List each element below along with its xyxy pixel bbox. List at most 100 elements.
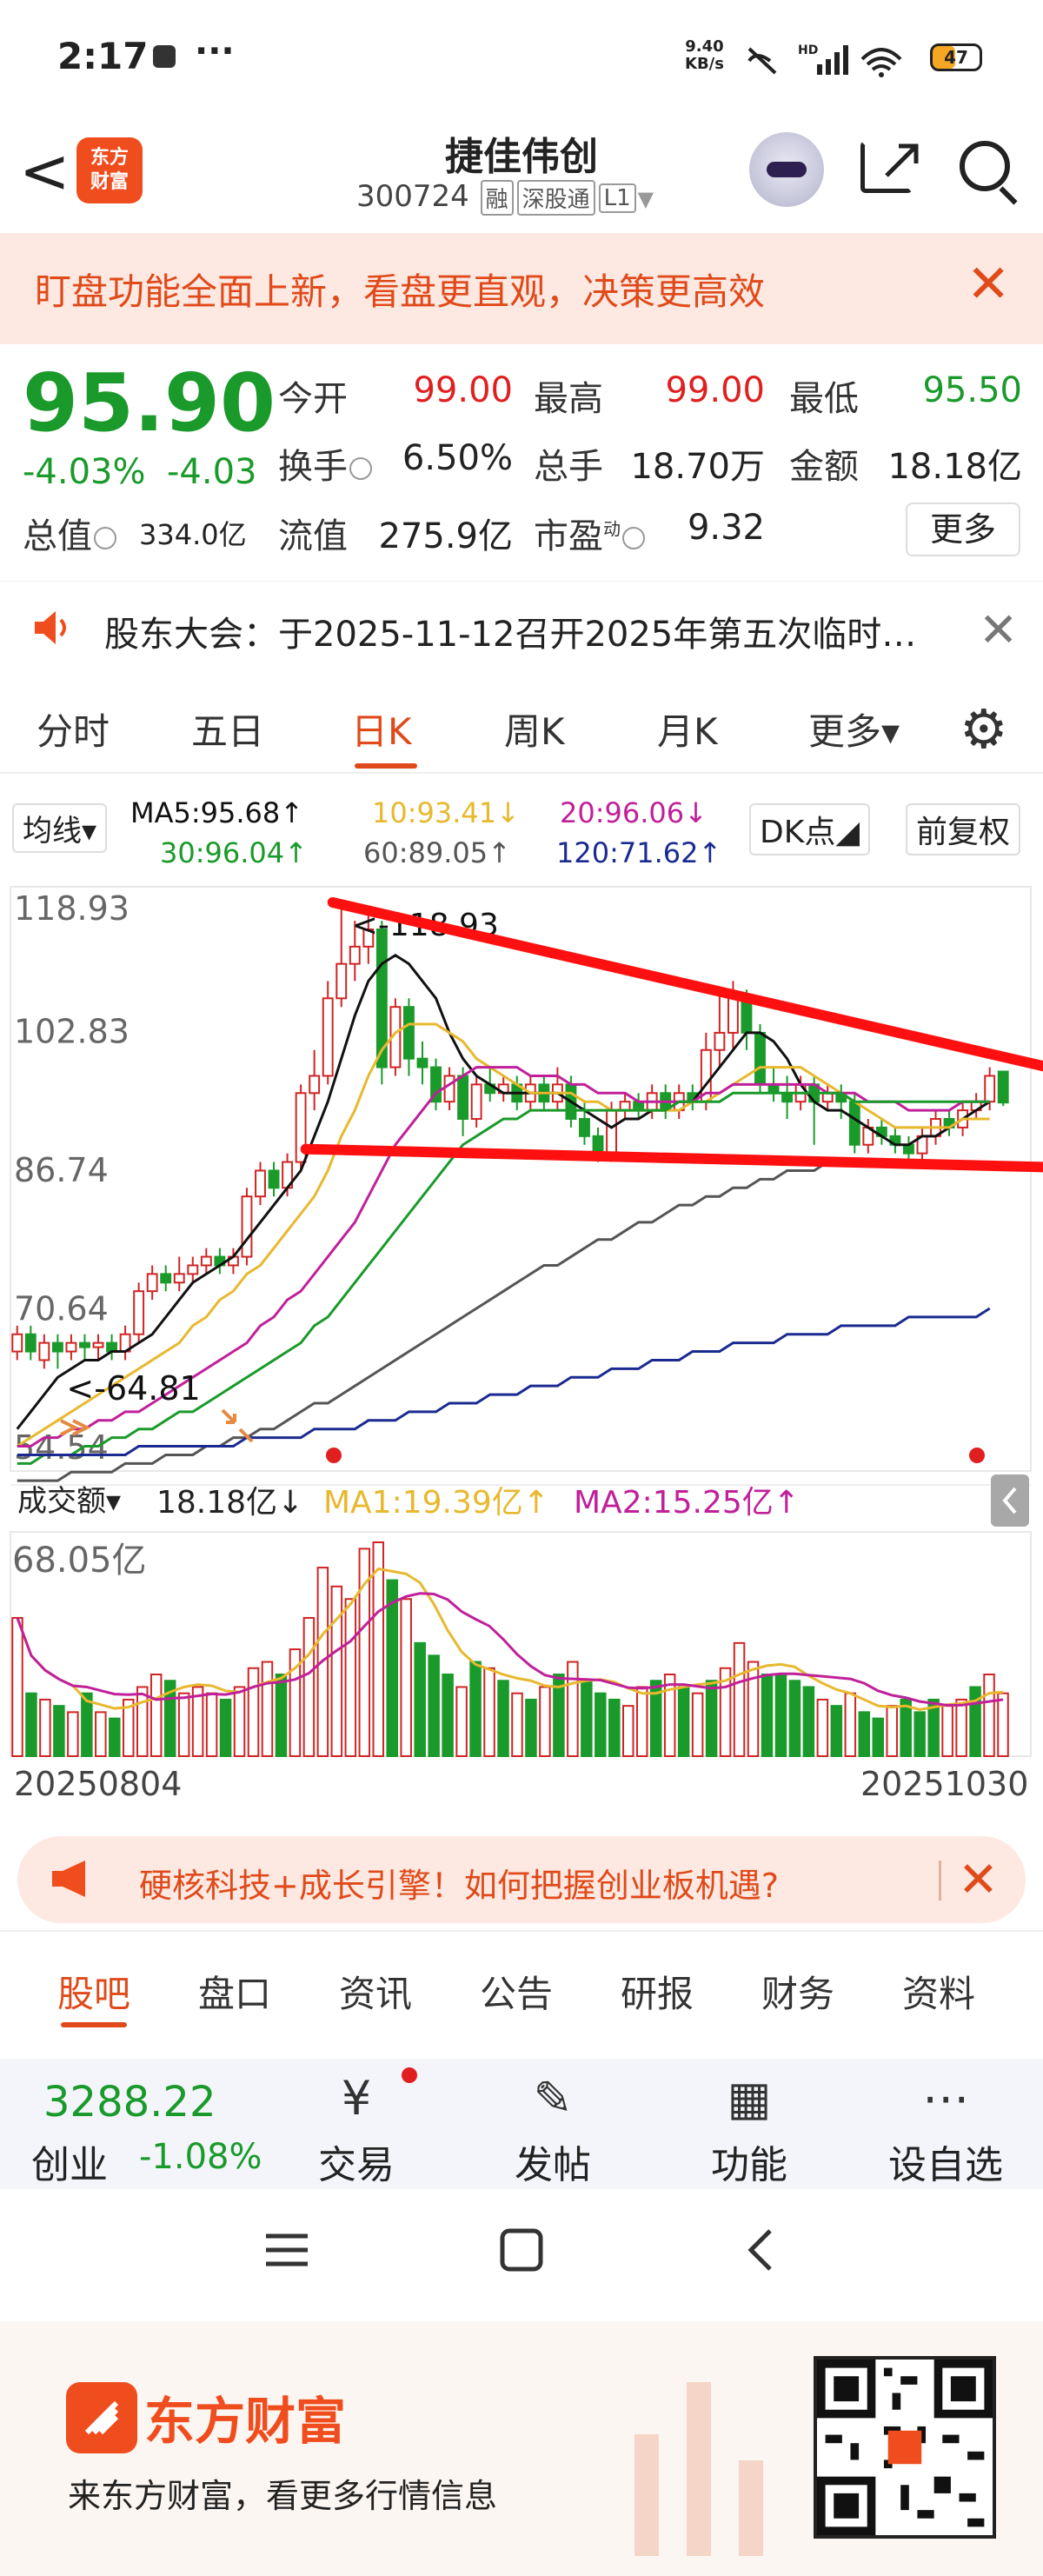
trade-button[interactable]: ¥ 交易 <box>269 2059 443 2189</box>
candle <box>241 1195 253 1258</box>
adjust-button[interactable]: 前复权 <box>906 803 1021 855</box>
close-icon[interactable]: ✕ <box>958 1852 999 1908</box>
app-logo[interactable]: 东方 财富 <box>76 137 143 203</box>
volume-bar <box>635 1686 648 1757</box>
tab-profile[interactable]: 资料 <box>902 1973 976 2015</box>
ai-assistant-icon[interactable] <box>749 132 824 207</box>
candle <box>200 1255 212 1267</box>
notice-bar[interactable]: 股东大会：于2025-11-12召开2025年第五次临时… ✕ <box>0 581 1043 676</box>
connect-tag: 深股通 <box>516 180 595 216</box>
post-button[interactable]: ✎ 发帖 <box>466 2059 640 2189</box>
ma-selector[interactable]: 均线▾ <box>12 803 108 853</box>
ma10-value: 10:93.41↓ <box>372 796 520 829</box>
volume-bar <box>691 1692 704 1757</box>
kline-chart[interactable]: 118.93102.8386.7470.6454.54<-118.93<-64.… <box>0 878 1043 1774</box>
back-button[interactable]: < <box>19 136 70 207</box>
qr-pattern <box>817 2360 993 2535</box>
share-icon[interactable] <box>860 141 913 193</box>
change-amount: -4.03 <box>167 452 257 492</box>
amount-value: 18.18亿 <box>887 447 1022 487</box>
volume-bar <box>442 1674 454 1758</box>
candle <box>65 1341 77 1353</box>
more-button[interactable]: 更多 <box>906 503 1020 556</box>
add-watchlist-button[interactable]: ⋯ 设自选 <box>859 2059 1033 2189</box>
volume-bar <box>95 1711 107 1757</box>
volume-bar <box>414 1641 426 1758</box>
volume-bar <box>511 1692 523 1757</box>
collapse-button[interactable] <box>991 1474 1029 1527</box>
candle <box>92 1341 104 1348</box>
promo-slogan: 来东方财富，看更多行情信息 <box>68 2477 498 2515</box>
index-name: 创业 <box>31 2143 108 2187</box>
tab-monthly-k[interactable]: 月K <box>657 710 718 753</box>
level-tag[interactable]: L1 <box>598 183 636 213</box>
tab-research[interactable]: 研报 <box>621 1973 694 2015</box>
notification-dot <box>402 2067 417 2083</box>
high-label: 最高 <box>534 379 603 419</box>
y-tick-label: 70.64 <box>14 1289 109 1328</box>
active-tab-indicator <box>355 763 417 769</box>
volume-bar <box>663 1674 676 1758</box>
banner-text: 盯盘功能全面上新，看盘更直观，决策更高效 <box>35 270 766 313</box>
tab-intraday[interactable]: 分时 <box>37 710 110 753</box>
candle <box>173 1273 185 1284</box>
stock-header: < 东方 财富 捷佳伟创 300724 融深股通 L1 ▼ <box>0 122 1043 235</box>
volume-bar <box>872 1717 885 1757</box>
info-icon[interactable] <box>94 527 116 549</box>
volume-bar <box>191 1686 204 1757</box>
home-icon[interactable] <box>495 2224 548 2276</box>
info-icon[interactable] <box>622 527 645 549</box>
volume-bar <box>581 1680 593 1757</box>
tab-forum[interactable]: 股吧 <box>57 1973 131 2015</box>
volume-selector[interactable]: 成交额▾ <box>17 1484 121 1519</box>
close-icon[interactable]: ✕ <box>979 602 1019 657</box>
tab-more[interactable]: 更多▾ <box>808 710 900 753</box>
edit-icon: ✎ <box>533 2071 573 2126</box>
qr-code[interactable] <box>814 2356 996 2539</box>
event-dot <box>326 1448 342 1463</box>
close-icon[interactable]: ✕ <box>967 254 1011 315</box>
volume-bar <box>483 1667 495 1758</box>
feature-banner[interactable]: 盯盘功能全面上新，看盘更直观，决策更高效 ✕ <box>0 233 1043 344</box>
tab-five-day[interactable]: 五日 <box>191 710 265 753</box>
volume-bar <box>469 1661 482 1758</box>
tab-news[interactable]: 资讯 <box>339 1973 413 2015</box>
battery-icon: 47 <box>930 43 982 71</box>
candle <box>133 1290 145 1335</box>
volume-ma2: MA2:15.25亿↑ <box>574 1485 800 1521</box>
volume-value: 18.70万 <box>630 447 765 487</box>
candle <box>416 1057 428 1068</box>
mktcap-label: 总值 <box>23 508 116 558</box>
back-nav-icon[interactable] <box>735 2224 787 2276</box>
gear-icon[interactable]: ⚙ <box>960 697 1008 761</box>
menu-icon[interactable] <box>261 2224 313 2276</box>
volume-bar <box>163 1680 176 1757</box>
volume-bar <box>25 1692 37 1757</box>
promo-banner[interactable]: 硬核科技+成长引擎！如何把握创业板机遇? ✕ <box>17 1836 1026 1923</box>
stock-code-row: 300724 融深股通 L1 ▼ <box>356 179 654 216</box>
volume-bar <box>497 1680 509 1757</box>
dk-point-button[interactable]: DK点◢ <box>749 803 871 855</box>
candle <box>443 1075 455 1103</box>
tab-announcements[interactable]: 公告 <box>480 1973 554 2015</box>
candle <box>470 1083 482 1121</box>
volume-bar <box>302 1616 316 1757</box>
net-speed: 9.40 KB/s <box>685 37 724 73</box>
info-icon[interactable] <box>349 457 372 480</box>
function-button[interactable]: ▦ 功能 <box>662 2059 836 2189</box>
candle <box>187 1264 199 1275</box>
index-value: 3288.22 <box>43 2078 216 2127</box>
ma-legend: 均线▾ MA5:95.68↑ 10:93.41↓ 20:96.06↓ 30:96… <box>0 791 1043 878</box>
candle <box>322 997 334 1077</box>
tab-daily-k[interactable]: 日K <box>351 710 412 753</box>
candle <box>11 1333 23 1353</box>
date-end: 20251030 <box>860 1765 1029 1803</box>
tab-orderbook[interactable]: 盘口 <box>198 1973 272 2015</box>
volume-bar <box>705 1680 718 1757</box>
volume-bar <box>858 1711 871 1757</box>
search-icon[interactable] <box>960 141 1010 191</box>
tab-weekly-k[interactable]: 周K <box>504 710 565 753</box>
index-widget[interactable]: 3288.22 创业 -1.08% <box>0 2059 287 2189</box>
volume-bar <box>177 1692 190 1757</box>
tab-financials[interactable]: 财务 <box>761 1973 835 2015</box>
